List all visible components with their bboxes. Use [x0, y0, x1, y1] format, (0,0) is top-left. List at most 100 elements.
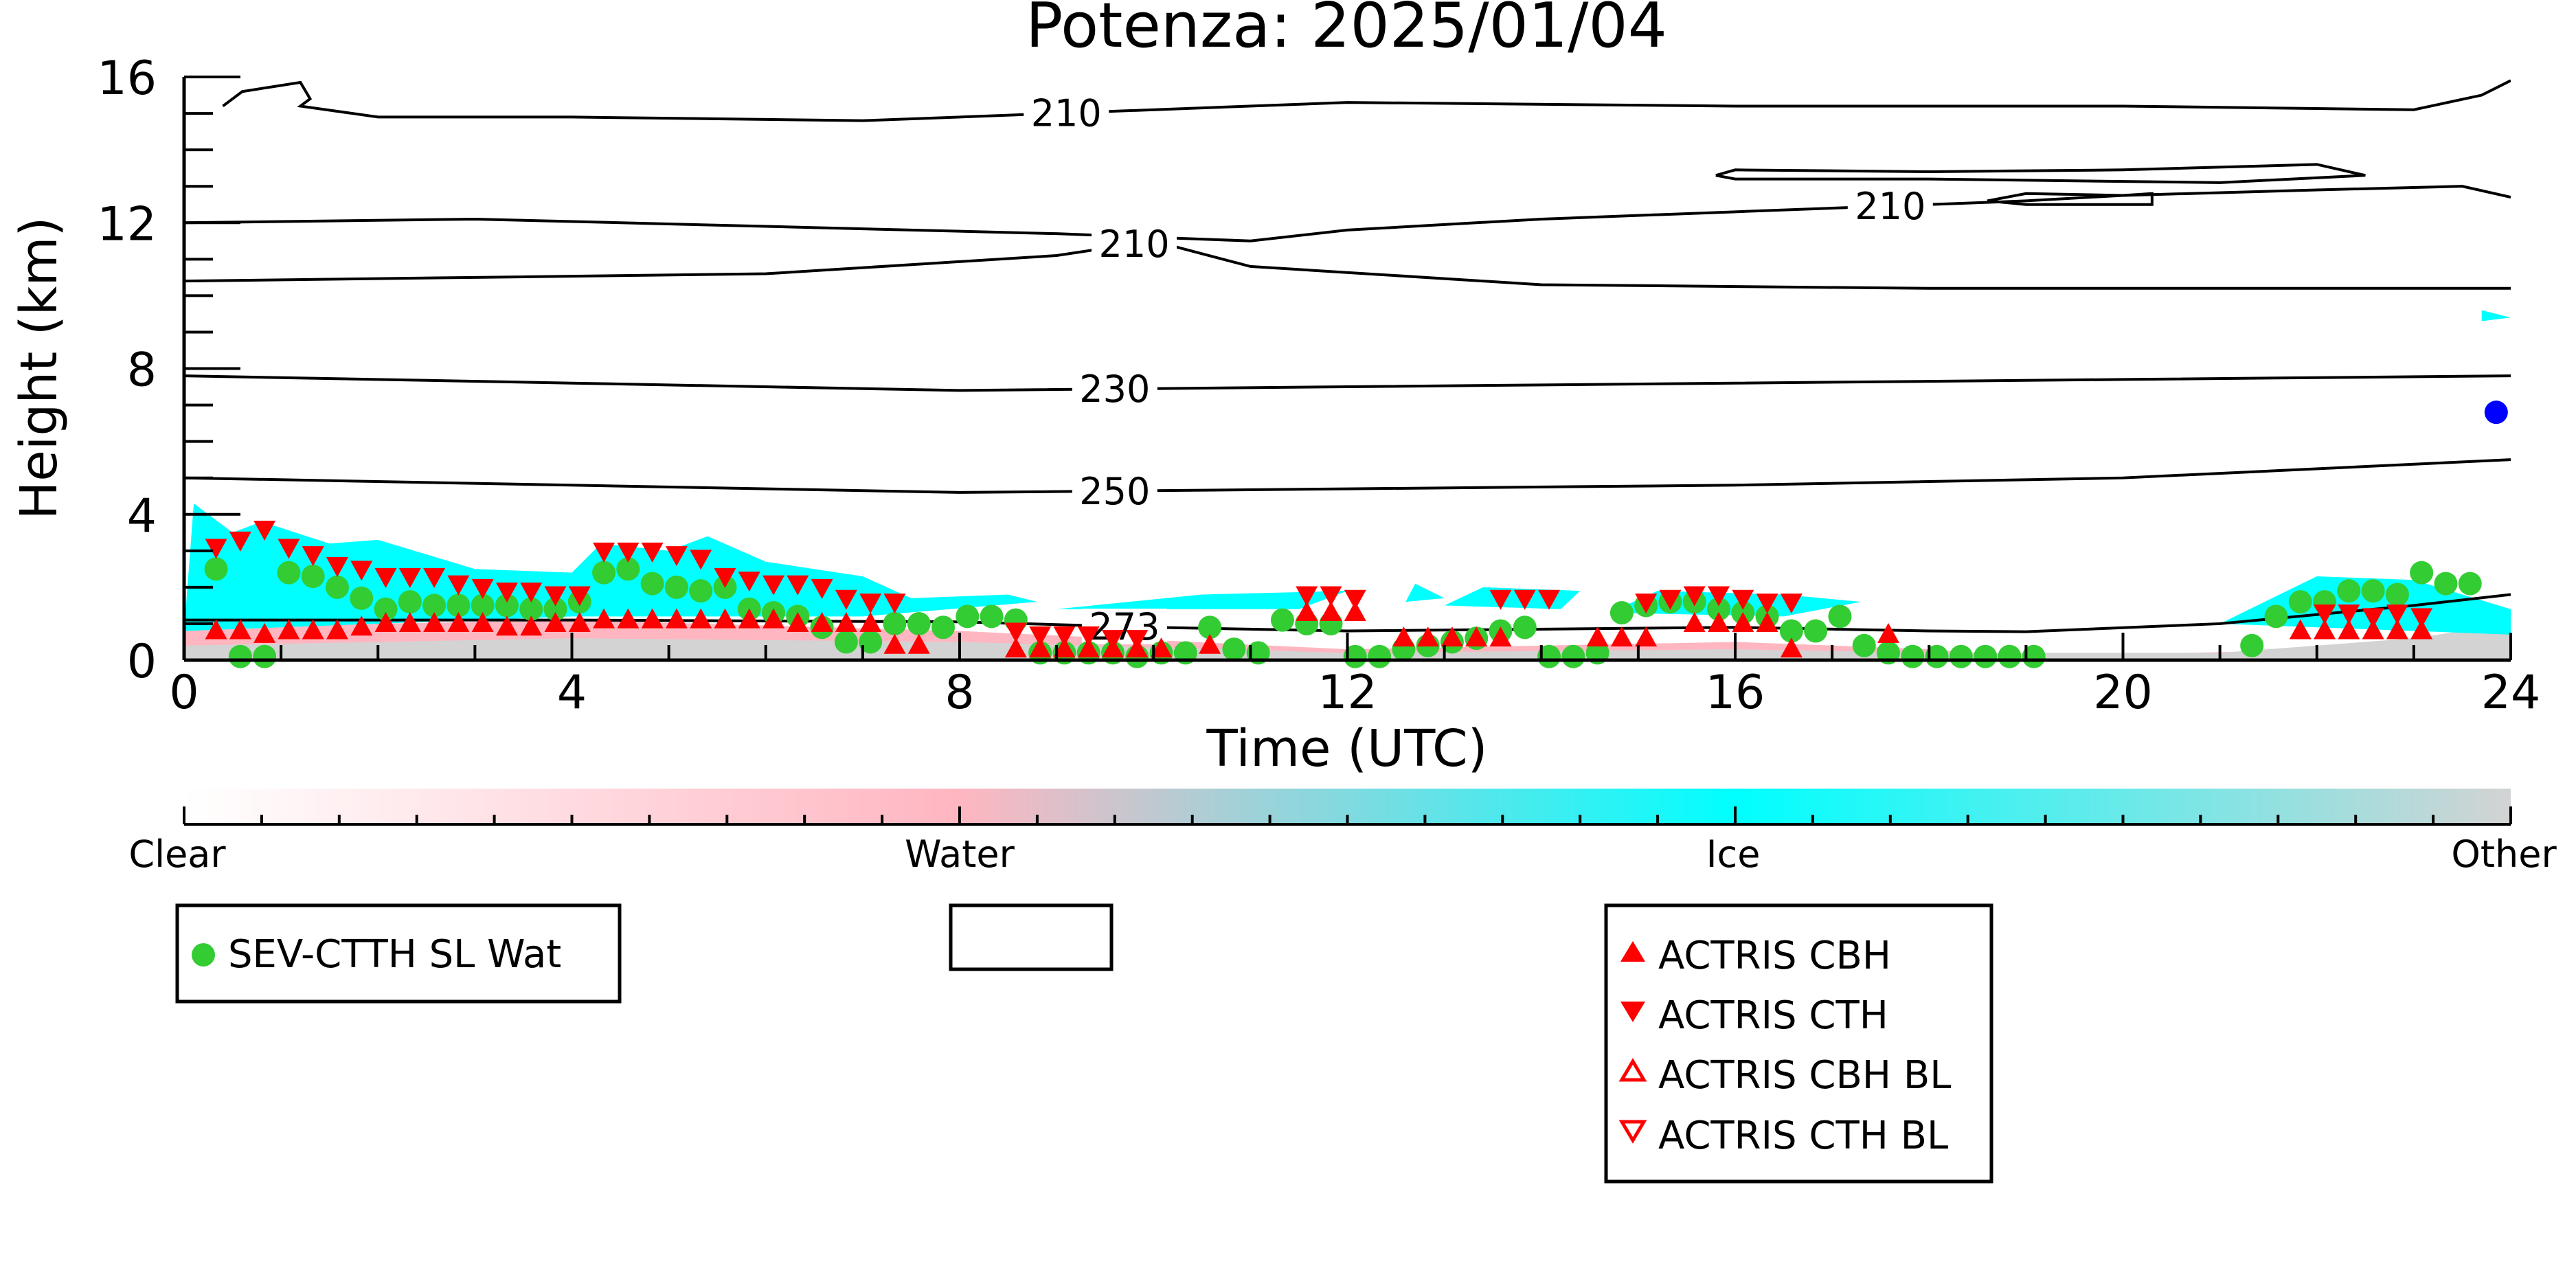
colorbar-label-ice: Ice: [1706, 833, 1761, 876]
sev-ctth-sl-wat-point-14: [543, 597, 567, 621]
actris-cth-point-46: [1756, 594, 1778, 614]
actris-cth-point-13: [520, 583, 543, 603]
legend-sev: SEV-CTTH SL Wat: [175, 903, 622, 1004]
actris-cth-point-26: [835, 589, 857, 610]
sev-ctth-sl-wat-point-83: [2410, 561, 2434, 585]
actris-cth-point-35: [1296, 586, 1318, 607]
actris-cth-point-6: [350, 561, 373, 581]
actris-cth-point-16: [593, 542, 615, 563]
contour-label-2: 210: [1098, 223, 1169, 266]
contour-label-5: 230: [1079, 368, 1150, 411]
actris-cbh-point-51: [1732, 611, 1754, 632]
sev-ctth-sl-wat-point-81: [2361, 579, 2385, 603]
actris-cbh-point-58: [2362, 619, 2384, 640]
actris-cth-point-48: [2314, 605, 2336, 625]
actris-cth-point-3: [278, 539, 300, 559]
actris-cbh-point-18: [641, 608, 664, 629]
legend-sev-box: [175, 903, 622, 1004]
actris-cbh-point-38: [1296, 601, 1318, 622]
actris-cbh-point-6: [350, 615, 373, 636]
actris-cbh-point-48: [1635, 626, 1658, 647]
contour-line-3: [1715, 163, 2366, 184]
sev-ctth-sl-wat-point-48: [1368, 644, 1392, 668]
actris-cth-point-7: [374, 567, 397, 588]
actris-cth-point-19: [665, 546, 688, 567]
actris-cbh-point-7: [374, 611, 397, 632]
actris-cbh-point-31: [1029, 637, 1052, 658]
actris-cth-point-29: [1004, 622, 1027, 643]
y-tick-label-3: 12: [97, 197, 157, 251]
sev-ctth-sl-wat-point-76: [2240, 633, 2264, 657]
temperature-contours: 210 210 210 230 250 273: [184, 79, 2511, 648]
sev-ctth-sl-wat-point-85: [2458, 572, 2482, 596]
actris-cth-point-11: [471, 578, 494, 599]
sev-ctth-sl-wat-point-28: [883, 611, 907, 635]
actris-cbh-point-17: [617, 608, 640, 629]
actris-cth-point-34: [1126, 630, 1149, 651]
actris-cth-point-2: [253, 520, 276, 541]
y-tick-label-0: 0: [127, 635, 157, 689]
sev-ctth-sl-wat-point-82: [2385, 583, 2409, 607]
actris-cbh-point-0: [205, 619, 227, 640]
legend-cbh-marker: [1620, 941, 1645, 962]
actris-cbh-point-46: [1586, 626, 1609, 647]
sev-ctth-sl-wat-point-74: [1998, 644, 2022, 668]
actris-cbh-point-30: [1004, 637, 1027, 658]
actris-cth-point-4: [302, 546, 324, 567]
legend-actris: ACTRIS CBH ACTRIS CTH ACTRIS CBH BL ACTR…: [1604, 903, 1993, 1184]
actris-cbh-point-37: [1199, 633, 1221, 654]
actris-cth-point-52: [2410, 608, 2433, 629]
colorbar-label-clear: Clear: [128, 833, 226, 876]
actris-cbh-point-57: [2338, 619, 2360, 640]
actris-cth-point-1: [229, 531, 251, 552]
actris-cth-point-20: [690, 550, 712, 570]
actris-cbh-point-20: [690, 608, 712, 629]
sev-ctth-sl-wat-point-71: [1925, 644, 1949, 668]
sev-ctth-sl-wat-point-13: [519, 597, 543, 621]
actris-cbh-point-14: [544, 611, 567, 632]
contour-label-bg-5: [1072, 371, 1157, 407]
x-tick-label-1: 4: [557, 666, 587, 720]
legend-cth-label: ACTRIS CTH: [1658, 993, 1888, 1038]
sev-ctth-sl-wat-point-16: [592, 561, 616, 585]
x-tick-label-4: 16: [1706, 666, 1765, 720]
actris-cbh-point-16: [593, 608, 615, 629]
actris-cth-point-5: [326, 557, 348, 578]
y-tick-label-1: 4: [127, 489, 157, 543]
actris-cbh-point-26: [835, 611, 857, 632]
actris-cth-point-25: [811, 578, 833, 599]
actris-cbh-point-50: [1708, 611, 1730, 632]
actris-cbh-point-27: [859, 611, 882, 632]
actris-cbh-point-32: [1053, 637, 1076, 658]
sev-ctth-sl-wat-point-73: [1974, 644, 1998, 668]
actris-cth-point-0: [205, 539, 227, 559]
cloud-region-ice-8: [2481, 310, 2511, 321]
sev-ctth-sl-wat-point-44: [1270, 608, 1294, 632]
actris-cbh-point-28: [883, 633, 906, 654]
actris-cth-point-39: [1513, 589, 1536, 610]
sev-ctth-sl-wat-point-75: [2022, 644, 2046, 668]
sev-ctth-sl-wat-point-80: [2337, 579, 2361, 603]
actris-cth-point-21: [714, 567, 736, 588]
sev-ctth-sl-wat-point-55: [1537, 644, 1561, 668]
y-tick-label-2: 8: [127, 343, 157, 398]
actris-cbh-point-53: [1780, 637, 1803, 658]
contour-line-0: [222, 79, 2511, 122]
actris-cth-point-23: [762, 575, 785, 596]
legend-sev-label: SEV-CTTH SL Wat: [228, 932, 561, 977]
sev-ctth-sl-wat-point-41: [1198, 615, 1222, 640]
actris-cbh-point-29: [907, 633, 930, 654]
actris-cbh-point-10: [447, 611, 470, 632]
sev-ctth-sl-wat-point-42: [1222, 637, 1246, 662]
sev-ctth-sl-wat-point-67: [1828, 605, 1852, 629]
actris-cth-point-12: [495, 583, 518, 603]
actris-cth-point-31: [1053, 626, 1076, 646]
actris-cbh-point-13: [520, 615, 543, 636]
actris-cbh-point-24: [787, 611, 809, 632]
actris-cbh-point-60: [2410, 619, 2433, 640]
actris-cth-point-47: [1780, 594, 1803, 614]
cloud-region-ice-4: [1405, 583, 1445, 602]
sev-ctth-sl-wat-point-56: [1561, 644, 1585, 668]
sev-ctth-sl-wat-point-54: [1513, 615, 1537, 640]
plot-axes: 0 4 8 12 16 20 24 0 4 8 12 16: [97, 52, 2540, 720]
